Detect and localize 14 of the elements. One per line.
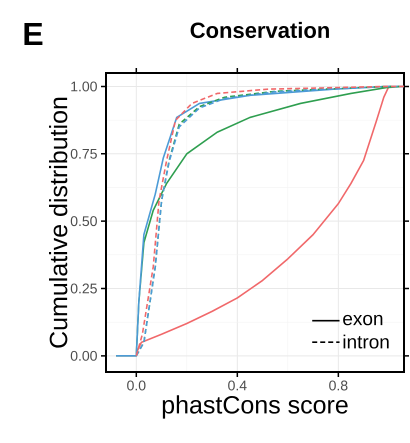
- y-axis-title: Cumulative distribution: [49, 98, 68, 348]
- annotation: exon: [343, 314, 382, 326]
- x-tick-label: 0.0: [127, 380, 146, 390]
- y-tick-label: 0.00: [70, 350, 98, 361]
- y-tick-label: 0.25: [70, 284, 98, 294]
- y-tick-label: 0.50: [70, 216, 98, 226]
- x-tick-label: 0.8: [329, 380, 348, 390]
- x-axis-title: phastCons score: [162, 395, 348, 419]
- annotation: intron: [344, 334, 389, 349]
- y-tick-label: 0.75: [70, 148, 98, 159]
- text: E: [24, 22, 43, 45]
- chart-title: Conservation: [190, 22, 330, 38]
- y-tick-label: 1.00: [71, 81, 98, 92]
- x-tick-label: 0.4: [228, 380, 247, 390]
